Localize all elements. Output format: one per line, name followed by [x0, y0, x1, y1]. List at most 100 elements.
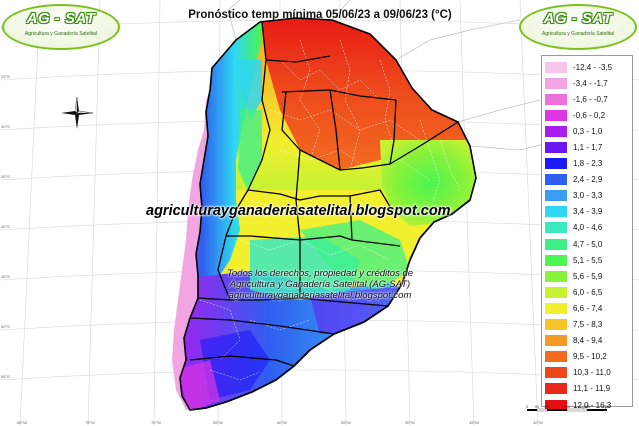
- legend-label: 3,4 - 3,9: [573, 207, 603, 217]
- blog-watermark: agriculturayganaderiasatelital.blogspot.…: [146, 203, 451, 219]
- logo-name: AG - SAT: [543, 10, 613, 27]
- legend-label: 1,8 - 2,3: [573, 159, 603, 169]
- scale-label: 720: [604, 405, 610, 409]
- ag-sat-logo-left: AG - SAT Agricultura y Ganadería Satelit…: [2, 4, 120, 50]
- legend-item: 9,5 - 10,2: [545, 349, 629, 365]
- legend-label: 12,0 - 16,3: [573, 400, 612, 410]
- legend-label: 4,0 - 4,6: [573, 223, 603, 233]
- temperature-legend: -12,4 - -3,5 -3,4 - -1,7 -1,6 - -0,7 -0,6 -…: [541, 55, 633, 411]
- copyright-watermark: Todos los derechos, propiedad y créditos…: [190, 268, 450, 301]
- latitude-label: 25°S: [1, 74, 10, 79]
- legend-swatch: [545, 383, 567, 395]
- scale-label: 90: [535, 405, 539, 409]
- legend-item: 8,4 - 9,4: [545, 333, 629, 349]
- legend-swatch: [545, 254, 567, 266]
- legend-item: 10,3 - 11,0: [545, 365, 629, 381]
- legend-item: -1,6 - -0,7: [545, 91, 629, 107]
- legend-swatch: [545, 61, 567, 73]
- scale-label: 360: [564, 405, 570, 409]
- longitude-label: 45°W: [469, 420, 479, 425]
- chile-strip: [172, 40, 236, 410]
- map-title: Pronóstico temp mínima 05/06/23 a 09/06/…: [188, 9, 452, 21]
- legend-swatch: [545, 238, 567, 250]
- logo-tagline: Agricultura y Ganadería Satelital: [25, 31, 97, 37]
- legend-item: 6,6 - 7,4: [545, 300, 629, 316]
- scale-label: 180: [544, 405, 550, 409]
- logo-name: AG - SAT: [26, 10, 96, 27]
- legend-label: 2,4 - 2,9: [573, 175, 603, 185]
- legend-item: 4,7 - 5,0: [545, 236, 629, 252]
- legend-item: 3,4 - 3,9: [545, 204, 629, 220]
- coastline: [189, 199, 471, 411]
- legend-item: 7,5 - 8,3: [545, 317, 629, 333]
- longitude-label: 60°W: [277, 420, 287, 425]
- legend-label: -1,6 - -0,7: [573, 94, 608, 104]
- latitude-label: 55°S: [1, 374, 10, 379]
- legend-label: 6,6 - 7,4: [573, 303, 603, 313]
- legend-item: 1,1 - 1,7: [545, 139, 629, 155]
- latitude-label: 30°S: [1, 124, 10, 129]
- legend-item: -0,6 - 0,2: [545, 107, 629, 123]
- longitude-label: 55°W: [341, 420, 351, 425]
- legend-swatch: [545, 142, 567, 154]
- latitude-label: 40°S: [1, 224, 10, 229]
- legend-label: 5,6 - 5,9: [573, 271, 603, 281]
- longitude-label: 50°W: [405, 420, 415, 425]
- legend-label: 0,3 - 1,0: [573, 126, 603, 136]
- legend-swatch: [545, 351, 567, 363]
- latitude-label: 35°S: [1, 174, 10, 179]
- legend-item: 5,1 - 5,5: [545, 252, 629, 268]
- legend-label: 5,1 - 5,5: [573, 255, 603, 265]
- longitude-label: 65°W: [213, 420, 223, 425]
- copyright-line: Todos los derechos, propiedad y créditos…: [226, 268, 414, 279]
- copyright-line: Agricultura y Ganadería Satelital (AG-SA…: [229, 279, 411, 290]
- legend-label: 8,4 - 9,4: [573, 336, 603, 346]
- legend-swatch: [545, 399, 567, 411]
- longitude-label: 80°W: [17, 420, 27, 425]
- legend-swatch: [545, 286, 567, 298]
- legend-item: 1,8 - 2,3: [545, 156, 629, 172]
- legend-item: -12,4 - -3,5: [545, 59, 629, 75]
- ag-sat-logo-right: AG - SAT Agricultura y Ganadería Satelit…: [519, 4, 637, 50]
- legend-label: -0,6 - 0,2: [573, 110, 606, 120]
- legend-item: 2,4 - 2,9: [545, 172, 629, 188]
- legend-swatch: [545, 190, 567, 202]
- legend-item: -3,4 - -1,7: [545, 75, 629, 91]
- legend-swatch: [545, 335, 567, 347]
- longitude-label: 75°W: [85, 420, 95, 425]
- legend-swatch: [545, 302, 567, 314]
- legend-swatch: [545, 319, 567, 331]
- latitude-label: 50°S: [1, 324, 10, 329]
- legend-swatch: [545, 109, 567, 121]
- legend-item: 4,0 - 4,6: [545, 220, 629, 236]
- legend-item: 6,0 - 6,5: [545, 284, 629, 300]
- legend-label: 6,0 - 6,5: [573, 287, 603, 297]
- scale-bar: 0 90 180 360 540 720: [526, 405, 610, 412]
- legend-swatch: [545, 222, 567, 234]
- legend-swatch: [545, 125, 567, 137]
- legend-item: 5,6 - 5,9: [545, 268, 629, 284]
- logo-ellipse: [2, 4, 120, 50]
- compass-rose-icon: [61, 96, 94, 129]
- legend-label: 11,1 - 11,9: [573, 384, 611, 394]
- legend-swatch: [545, 77, 567, 89]
- longitude-label: 40°W: [533, 420, 543, 425]
- latitude-label: 45°S: [1, 274, 10, 279]
- scale-label: 0: [526, 405, 528, 409]
- legend-label: 4,7 - 5,0: [573, 239, 603, 249]
- logo-tagline: Agricultura y Ganadería Satelital: [542, 31, 614, 37]
- legend-item: 0,3 - 1,0: [545, 123, 629, 139]
- legend-label: 7,5 - 8,3: [573, 320, 603, 330]
- legend-swatch: [545, 367, 567, 379]
- legend-label: 9,5 - 10,2: [573, 352, 607, 362]
- legend-item: 3,0 - 3,3: [545, 188, 629, 204]
- legend-swatch: [545, 270, 567, 282]
- legend-item: 12,0 - 16,3: [545, 397, 629, 413]
- legend-swatch: [545, 174, 567, 186]
- legend-label: 10,3 - 11,0: [573, 368, 611, 378]
- longitude-label: 70°W: [151, 420, 161, 425]
- legend-item: 11,1 - 11,9: [545, 381, 629, 397]
- legend-label: -12,4 - -3,5: [573, 62, 613, 72]
- legend-swatch: [545, 206, 567, 218]
